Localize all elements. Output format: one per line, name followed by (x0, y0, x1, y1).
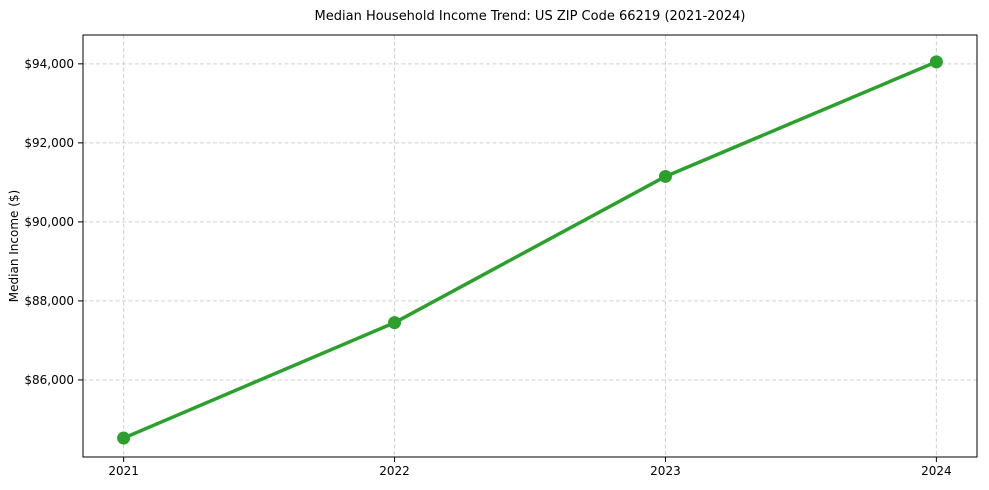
data-point-2023 (658, 169, 672, 183)
x-tick-label: 2021 (108, 464, 139, 478)
y-tick-label: $86,000 (24, 373, 74, 387)
trend-line (121, 60, 939, 440)
data-point-2024 (929, 55, 943, 69)
data-point-2022 (388, 316, 402, 330)
data-point-2021 (117, 431, 131, 445)
plot-border (82, 34, 978, 458)
y-tick-label: $94,000 (24, 57, 74, 71)
x-tick-label: 2022 (379, 464, 410, 478)
chart-title: Median Household Income Trend: US ZIP Co… (314, 9, 746, 24)
x-tick-label: 2023 (650, 464, 681, 478)
y-tick-label: $90,000 (24, 215, 74, 229)
y-tick-label: $92,000 (24, 136, 74, 150)
y-tick-label: $88,000 (24, 294, 74, 308)
x-tick-label: 2024 (921, 464, 952, 478)
